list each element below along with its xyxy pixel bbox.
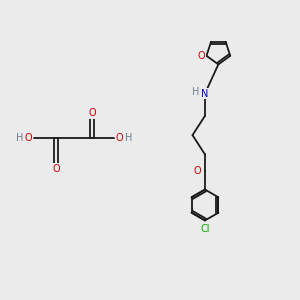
Text: O: O	[24, 133, 32, 143]
Text: O: O	[194, 166, 201, 176]
Text: O: O	[88, 108, 96, 118]
Text: Cl: Cl	[200, 224, 210, 234]
Text: H: H	[125, 133, 132, 143]
Text: H: H	[192, 87, 199, 97]
Text: N: N	[201, 88, 209, 98]
Text: O: O	[116, 133, 124, 143]
Text: H: H	[16, 133, 23, 143]
Text: O: O	[197, 51, 205, 61]
Text: O: O	[52, 164, 60, 174]
